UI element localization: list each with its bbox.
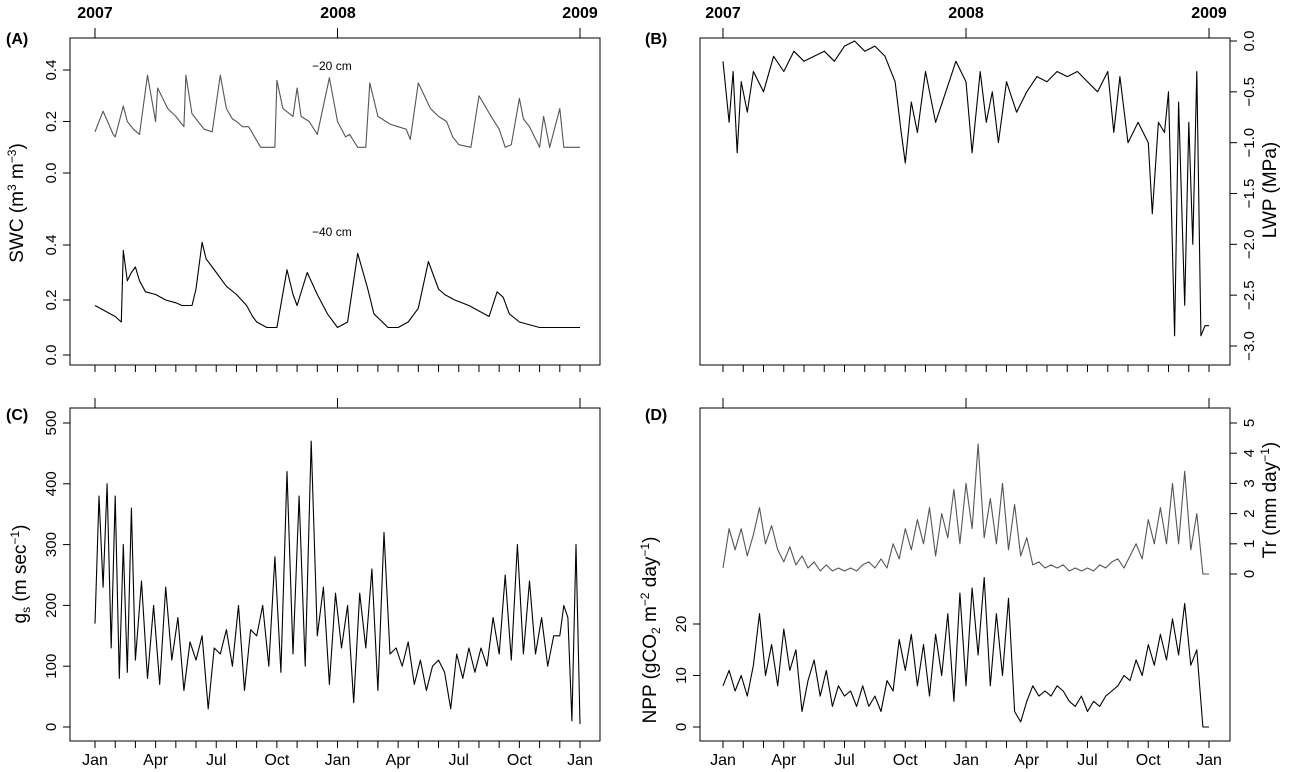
year-label-2008-right: 2008 xyxy=(948,5,984,22)
panel-a-upper-y-tick-label: 0.2 xyxy=(43,111,60,132)
month-tick-label: Jul xyxy=(834,752,854,769)
month-tick-label: Jul xyxy=(1077,752,1097,769)
panel-d-right-y-tick-label: 0 xyxy=(1241,570,1258,578)
month-tick-label: Jul xyxy=(449,752,469,769)
month-tick-label: Jan xyxy=(1196,752,1222,769)
panel-c-ylabel: gs (m sec−1) xyxy=(8,525,33,624)
panel-a-frame xyxy=(69,37,601,366)
month-tick-label: Jan xyxy=(953,752,979,769)
panel-d-left-y-tick-label: 10 xyxy=(673,667,690,684)
panel-a-lower-y-tick-label: 0.0 xyxy=(43,345,60,366)
panel-c-label: (C) xyxy=(6,407,28,424)
panel-d-right-y-tick-label: 5 xyxy=(1241,419,1258,427)
panel-d-right-y-tick-label: 2 xyxy=(1241,509,1258,517)
month-tick-label: Jan xyxy=(567,752,593,769)
tr-line xyxy=(722,443,1209,575)
series-label-20cm: −20 cm xyxy=(312,59,352,73)
month-tick-label: Jan xyxy=(710,752,736,769)
panel-b-y-tick-label: −1.5 xyxy=(1241,179,1258,209)
panel-c-y-tick-label: 0 xyxy=(43,723,60,731)
panel-c-y-tick-label: 500 xyxy=(43,410,60,435)
panel-b-y-tick-label: −3.0 xyxy=(1241,331,1258,361)
panel-d-right-y-tick-label: 4 xyxy=(1241,449,1258,457)
month-tick-label: Apr xyxy=(386,752,412,769)
panel-b-y-tick-label: −2.5 xyxy=(1241,280,1258,310)
swc-40cm-line xyxy=(94,241,580,329)
panel-d-right-y-tick-label: 1 xyxy=(1241,540,1258,548)
panel-a-label: (A) xyxy=(6,31,28,48)
panel-a-lower-y-tick-label: 0.2 xyxy=(43,290,60,311)
year-label-2007-right: 2007 xyxy=(705,5,741,22)
panel-b-y-tick-label: −0.5 xyxy=(1241,77,1258,107)
panel-d-left-y-tick-label: 20 xyxy=(673,616,690,633)
panel-c-y-tick-label: 100 xyxy=(43,654,60,679)
month-tick-label: Jan xyxy=(325,752,351,769)
month-tick-label: Oct xyxy=(1136,752,1161,769)
lwp-line xyxy=(722,40,1209,337)
panel-d-ylabel-right: Tr (mm day−1) xyxy=(1258,442,1281,558)
year-label-2009-left: 2009 xyxy=(562,5,598,22)
npp-line xyxy=(722,577,1209,728)
year-label-2008-left: 2008 xyxy=(320,5,356,22)
month-tick-label: Jan xyxy=(82,752,108,769)
month-tick-label: Jul xyxy=(206,752,226,769)
panel-b-label: (B) xyxy=(645,31,667,48)
panel-b-ylabel: LWP (MPa) xyxy=(1260,142,1281,238)
panel-c-y-tick-label: 300 xyxy=(43,532,60,557)
gs-line xyxy=(94,440,581,725)
month-tick-label: Oct xyxy=(893,752,918,769)
panel-c-frame xyxy=(69,407,601,742)
month-tick-label: Apr xyxy=(143,752,169,769)
panel-a-ylabel: SWC (m3 m−3) xyxy=(5,143,28,263)
panel-b-y-tick-label: −2.0 xyxy=(1241,230,1258,260)
year-label-2007-left: 2007 xyxy=(77,5,113,22)
panel-d-label: (D) xyxy=(645,407,667,424)
panel-d-ylabel-left: NPP (gCO2 m−2 day−1) xyxy=(638,537,663,724)
swc-20cm-line xyxy=(94,74,580,148)
panel-b-y-tick-label: −1.0 xyxy=(1241,128,1258,158)
panel-b-frame xyxy=(699,37,1231,366)
panel-d-right-y-tick-label: 3 xyxy=(1241,479,1258,487)
panel-a-upper-y-tick-label: 0.4 xyxy=(43,60,60,81)
panel-c-y-tick-label: 200 xyxy=(43,593,60,618)
year-label-2009-right: 2009 xyxy=(1191,5,1227,22)
month-tick-label: Apr xyxy=(1014,752,1040,769)
month-tick-label: Oct xyxy=(264,752,289,769)
panel-d-left-y-tick-label: 0 xyxy=(673,723,690,731)
panel-d-frame xyxy=(699,407,1231,742)
panel-a-lower-y-tick-label: 0.4 xyxy=(43,235,60,256)
panel-c-y-tick-label: 400 xyxy=(43,471,60,496)
month-tick-label: Apr xyxy=(771,752,797,769)
panel-a-upper-y-tick-label: 0.0 xyxy=(43,163,60,184)
panel-b-y-tick-label: 0.0 xyxy=(1241,31,1258,52)
series-label-40cm: −40 cm xyxy=(312,225,352,239)
month-tick-label: Oct xyxy=(507,752,532,769)
